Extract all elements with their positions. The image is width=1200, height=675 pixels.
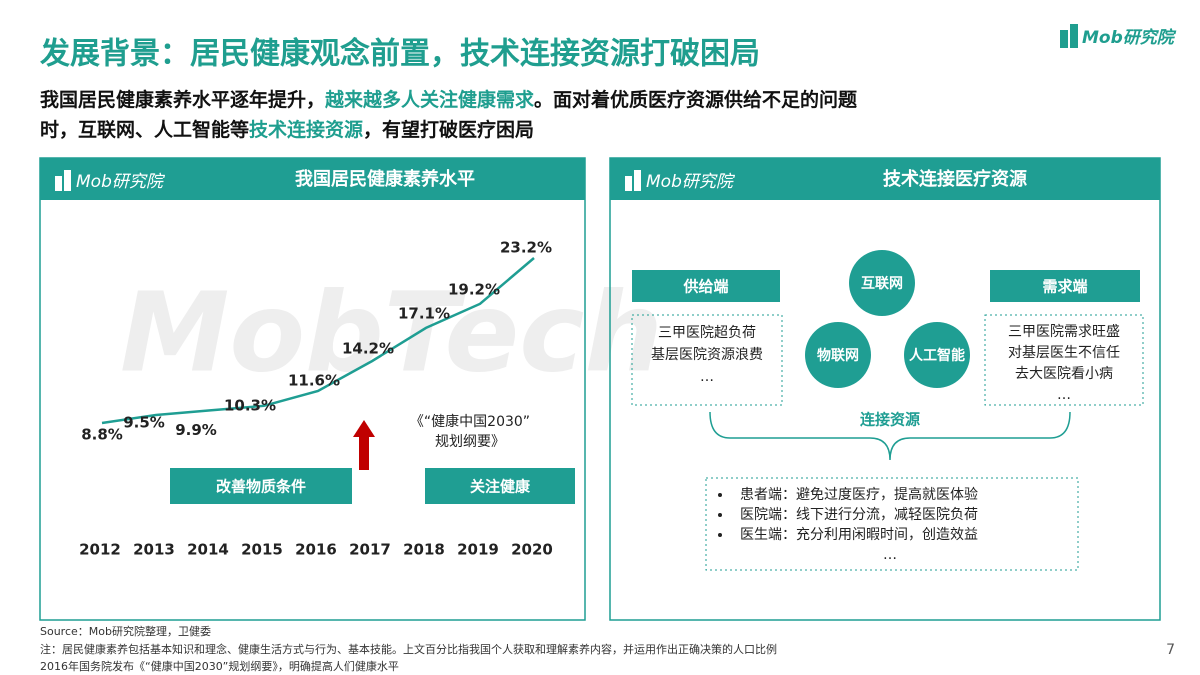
phase-label: 关注健康: [470, 478, 531, 496]
subtitle-part: 我国居民健康素养水平逐年提升，: [40, 88, 325, 111]
logo-icon: [64, 170, 71, 191]
subtitle: 我国居民健康素养水平逐年提升，越来越多人关注健康需求。面对着优质医疗资源供给不足…: [40, 88, 857, 111]
x-tick-label: 2013: [133, 541, 175, 559]
panel-header: [610, 158, 1160, 200]
x-tick-label: 2016: [295, 541, 337, 559]
panel-logo: Mob研究院: [646, 172, 736, 192]
line-chart: 2012 8.8% 2013 9.5% 2014 9.9% 2015 10.3% 2016 11.…: [79, 239, 575, 559]
label-box: [632, 270, 780, 302]
dotted-box: [631, 314, 783, 406]
supply-item: 三甲医院超负荷: [658, 325, 756, 341]
tech-circle: [805, 322, 871, 388]
arrow: [353, 420, 375, 470]
subtitle-highlight: 技术连接资源: [249, 118, 363, 141]
supply-item: 基层医院资源浪费: [651, 346, 763, 363]
value-label: 14.2%: [342, 340, 394, 358]
subtitle: 时，互联网、人工智能等技术连接资源，有望打破医疗困局: [40, 118, 534, 141]
tech-label: 互联网: [861, 276, 903, 292]
bullet: [718, 533, 722, 537]
demand-item: 去大医院看小病: [1015, 366, 1113, 382]
x-tick-label: 2014: [187, 541, 229, 559]
value-label: 9.5%: [123, 413, 165, 431]
policy-note: 《“健康中国2030”: [410, 413, 530, 430]
outcome-item: 医院端：线下进行分流，减轻医院负荷: [740, 507, 978, 523]
dotted-box: [984, 314, 1144, 406]
logo-icon: [625, 176, 632, 191]
outcome-item: 医生端：充分利用闲暇时间，创造效益: [740, 527, 978, 543]
x-tick-label: 2018: [403, 541, 445, 559]
x-tick-label: 2019: [457, 541, 499, 559]
value-label: 8.8%: [81, 426, 123, 444]
line: [101, 257, 535, 425]
tech-label: 人工智能: [909, 347, 965, 364]
dotted-box: [705, 477, 1079, 571]
x-tick-label: 2015: [241, 541, 283, 559]
x-tick-label: 2020: [511, 541, 553, 559]
outcome-item: 患者端：避免过度医疗，提高就医体验: [740, 486, 978, 503]
phase-label: 改善物质条件: [216, 478, 306, 496]
watermark: MobTech: [120, 268, 663, 396]
supply-item: …: [700, 369, 714, 385]
top-logo: Mob研究院: [1082, 28, 1177, 48]
demand-label: 需求端: [1042, 278, 1087, 296]
subtitle-highlight: 越来越多人关注健康需求: [324, 88, 535, 111]
tech-label: 物联网: [817, 347, 859, 364]
phase-box: [170, 468, 352, 504]
outcome-list: 患者端：避免过度医疗，提高就医体验医院端：线下进行分流，减轻医院负荷医生端：充分…: [718, 486, 978, 563]
source: Source：Mob研究院整理，卫健委: [40, 624, 211, 638]
logo-icon: [634, 170, 641, 191]
value-label: 9.9%: [175, 421, 217, 439]
phase-box: [425, 468, 575, 504]
value-label: 23.2%: [500, 239, 552, 257]
demand-item: 三甲医院需求旺盛: [1008, 324, 1120, 340]
logo-icon: [1060, 30, 1068, 48]
slide-title: 发展背景：居民健康观念前置，技术连接资源打破困局: [39, 37, 760, 72]
panel-header: [40, 158, 585, 200]
demand-item: …: [1057, 387, 1071, 403]
subtitle-part: ，有望打破医疗困局: [363, 118, 534, 141]
demand-item: 对基层医生不信任: [1008, 344, 1120, 361]
note: 注：居民健康素养包括基本知识和理念、健康生活方式与行为、基本技能。上文百分比指我…: [40, 642, 777, 656]
outcome-item: …: [883, 547, 897, 563]
policy-note: 规划纲要》: [435, 434, 505, 450]
value-label: 19.2%: [448, 280, 500, 298]
logo-icon: [1070, 24, 1078, 48]
x-tick-label: 2017: [349, 541, 391, 559]
value-label: 11.6%: [288, 371, 340, 389]
page-number: 7: [1166, 642, 1175, 658]
panel-title: 我国居民健康素养水平: [295, 168, 475, 190]
tech-circle: [849, 250, 915, 316]
value-label: 10.3%: [224, 396, 276, 414]
bullet: [718, 493, 722, 497]
subtitle-part: 时，互联网、人工智能等: [40, 118, 249, 141]
subtitle-part: 。面对着优质医疗资源供给不足的问题: [534, 88, 857, 111]
value-label: 17.1%: [398, 304, 450, 322]
supply-label: 供给端: [682, 278, 728, 296]
connect-label: 连接资源: [860, 411, 920, 429]
brace: [709, 411, 1071, 461]
panel-title: 技术连接医疗资源: [883, 168, 1027, 190]
note: 2016年国务院发布《“健康中国2030”规划纲要》，明确提高人们健康水平: [40, 659, 399, 673]
tech-circle: [904, 322, 970, 388]
x-tick-label: 2012: [79, 541, 121, 559]
label-box: [990, 270, 1140, 302]
panel-logo: Mob研究院: [76, 172, 166, 192]
bullet: [718, 513, 722, 517]
logo-icon: [55, 176, 62, 191]
